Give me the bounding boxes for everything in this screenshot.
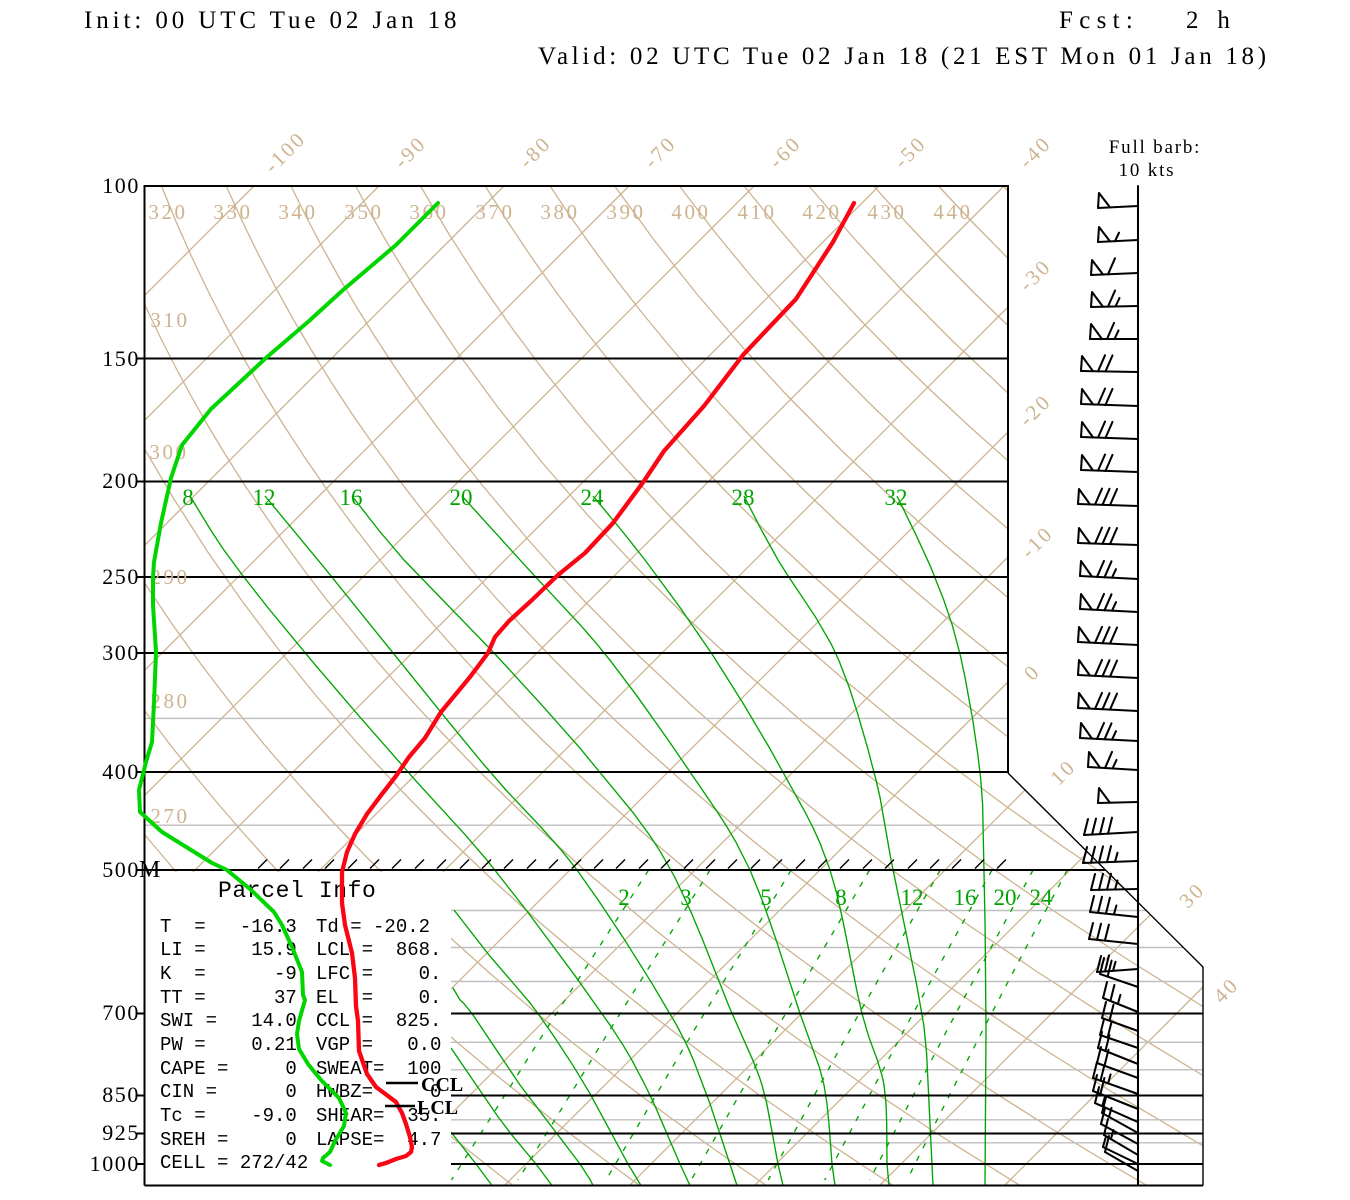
svg-text:SWEAT= 100: SWEAT= 100 <box>316 1058 441 1080</box>
svg-text:Fcst:: Fcst: <box>1059 7 1139 34</box>
svg-text:24: 24 <box>1030 885 1054 910</box>
svg-text:340: 340 <box>278 200 317 224</box>
svg-text:330: 330 <box>213 200 252 224</box>
svg-text:HWBZ= 0: HWBZ= 0 <box>316 1081 441 1103</box>
svg-text:LI = 15.9: LI = 15.9 <box>160 939 297 961</box>
svg-text:CIN = 0: CIN = 0 <box>160 1081 297 1103</box>
svg-text:LCL: LCL <box>417 1097 458 1119</box>
svg-text:10 kts: 10 kts <box>1119 160 1176 181</box>
svg-text:SHEAR= 35.: SHEAR= 35. <box>316 1105 441 1127</box>
svg-text:24: 24 <box>581 485 605 510</box>
svg-text:500: 500 <box>102 857 140 882</box>
svg-text:16: 16 <box>954 885 977 910</box>
svg-text:PW = 0.21: PW = 0.21 <box>160 1034 297 1056</box>
svg-text:SWI = 14.0: SWI = 14.0 <box>160 1010 297 1032</box>
svg-text:12: 12 <box>901 885 924 910</box>
svg-text:VGP = 0.0: VGP = 0.0 <box>316 1034 441 1056</box>
svg-text:350: 350 <box>344 200 383 224</box>
svg-text:280: 280 <box>150 689 189 713</box>
svg-text:290: 290 <box>150 565 189 589</box>
svg-text:380: 380 <box>540 200 579 224</box>
svg-text:310: 310 <box>150 308 189 332</box>
svg-text:440: 440 <box>933 200 972 224</box>
svg-text:LFC = 0.: LFC = 0. <box>316 963 441 985</box>
svg-text:2: 2 <box>618 885 630 910</box>
svg-text:925: 925 <box>102 1120 140 1145</box>
svg-text:850: 850 <box>102 1082 140 1107</box>
svg-text:M: M <box>139 857 160 883</box>
svg-text:T = -16.3: T = -16.3 <box>160 916 297 938</box>
svg-text:SREH = 0: SREH = 0 <box>160 1129 297 1151</box>
svg-text:CAPE = 0: CAPE = 0 <box>160 1058 297 1080</box>
svg-text:410: 410 <box>737 200 776 224</box>
svg-text:430: 430 <box>867 200 906 224</box>
svg-text:250: 250 <box>102 564 140 589</box>
svg-text:400: 400 <box>671 200 710 224</box>
svg-text:16: 16 <box>340 485 363 510</box>
svg-text:700: 700 <box>102 1000 140 1025</box>
svg-text:1000: 1000 <box>90 1151 140 1176</box>
svg-text:32: 32 <box>885 485 908 510</box>
svg-text:CCL = 825.: CCL = 825. <box>316 1010 441 1032</box>
svg-text:EL = 0.: EL = 0. <box>316 987 441 1009</box>
svg-text:320: 320 <box>148 200 187 224</box>
svg-text:CELL = 272/42: CELL = 272/42 <box>160 1152 308 1174</box>
svg-text:28: 28 <box>732 485 755 510</box>
svg-text:TT = 37: TT = 37 <box>160 987 297 1009</box>
svg-text:20: 20 <box>450 485 473 510</box>
svg-text:12: 12 <box>253 485 276 510</box>
svg-text:20: 20 <box>994 885 1017 910</box>
svg-text:370: 370 <box>475 200 514 224</box>
svg-text:3: 3 <box>680 885 692 910</box>
svg-text:Td = -20.2: Td = -20.2 <box>316 916 430 938</box>
svg-text:5: 5 <box>760 885 772 910</box>
svg-text:200: 200 <box>102 468 140 493</box>
svg-text:150: 150 <box>102 346 140 371</box>
svg-text:8: 8 <box>835 885 847 910</box>
svg-text:LCL = 868.: LCL = 868. <box>316 939 441 961</box>
svg-text:Valid: 02 UTC Tue 02 Jan 18 (2: Valid: 02 UTC Tue 02 Jan 18 (21 EST Mon … <box>538 43 1270 70</box>
svg-text:270: 270 <box>150 804 189 828</box>
svg-text:8: 8 <box>182 485 194 510</box>
svg-text:390: 390 <box>606 200 645 224</box>
svg-text:Init: 00 UTC Tue 02 Jan 18: Init: 00 UTC Tue 02 Jan 18 <box>84 7 460 34</box>
svg-text:420: 420 <box>802 200 841 224</box>
svg-text:300: 300 <box>102 640 140 665</box>
svg-text:Full barb:: Full barb: <box>1109 137 1201 158</box>
svg-text:400: 400 <box>102 759 140 784</box>
svg-text:2 h: 2 h <box>1186 7 1236 34</box>
svg-text:CCL: CCL <box>421 1074 463 1096</box>
svg-text:K = -9: K = -9 <box>160 963 297 985</box>
svg-text:100: 100 <box>102 173 140 198</box>
svg-text:Tc = -9.0: Tc = -9.0 <box>160 1105 297 1127</box>
